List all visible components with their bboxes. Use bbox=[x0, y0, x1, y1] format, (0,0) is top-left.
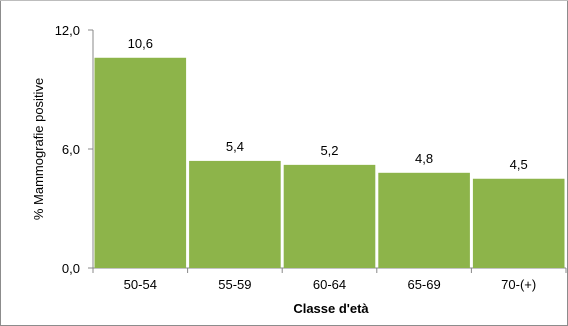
x-tick-label: 50-54 bbox=[124, 277, 157, 292]
x-tick-label: 65-69 bbox=[407, 277, 440, 292]
y-axis-title: % Mammografie positive bbox=[31, 78, 46, 220]
bar-60-64 bbox=[283, 164, 376, 268]
data-label: 5,4 bbox=[226, 139, 244, 154]
x-tick-label: 60-64 bbox=[313, 277, 346, 292]
data-label: 4,8 bbox=[415, 151, 433, 166]
x-axis-title: Classe d'età bbox=[293, 301, 369, 316]
y-axis-ticks: 0,0 6,0 12,0 bbox=[55, 23, 93, 276]
data-label: 10,6 bbox=[128, 36, 153, 51]
bars-group bbox=[94, 57, 565, 269]
bar-50-54 bbox=[94, 57, 187, 269]
bar-55-59 bbox=[189, 160, 281, 268]
y-tick-label: 12,0 bbox=[55, 23, 80, 38]
data-labels-group: 10,6 5,4 5,2 4,8 4,5 bbox=[128, 36, 528, 172]
x-tick-label: 55-59 bbox=[218, 277, 251, 292]
y-tick-label: 0,0 bbox=[62, 261, 80, 276]
x-tick-label: 70-(+) bbox=[501, 277, 536, 292]
data-label: 5,2 bbox=[320, 143, 338, 158]
bar-70-(+) bbox=[472, 178, 565, 268]
x-axis-ticks: 50-54 55-59 60-64 65-69 70-(+) bbox=[92, 268, 567, 292]
data-label: 4,5 bbox=[510, 157, 528, 172]
y-tick-label: 6,0 bbox=[62, 142, 80, 157]
bar-65-69 bbox=[378, 172, 470, 268]
top-divider bbox=[0, 0, 568, 1]
